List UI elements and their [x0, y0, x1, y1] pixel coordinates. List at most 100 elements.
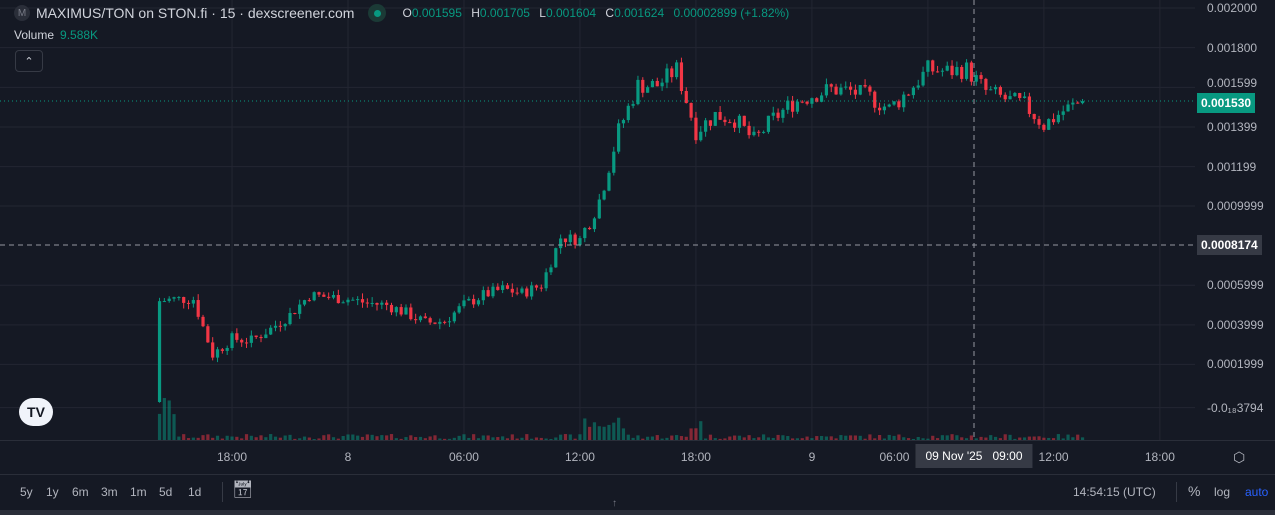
candle-body [790, 100, 795, 112]
symbol-title: MAXIMUS/TON on STON.fi · 15 · dexscreene… [36, 5, 355, 21]
price-tick-label: 0.001199 [1207, 159, 1257, 174]
time-tick-label: 18:00 [1144, 450, 1175, 464]
candle-body [554, 248, 558, 268]
range-button-1m[interactable]: 1m [130, 485, 147, 499]
high-value: 0.001705 [479, 6, 530, 20]
calendar-goto-icon[interactable]: 📅︎ [232, 480, 254, 499]
volume-bar [578, 434, 582, 440]
time-tick-label: 06:00 [448, 450, 479, 464]
candle-body [452, 312, 456, 322]
clock[interactable]: 14:54:15 (UTC) [1073, 485, 1156, 499]
candle-body [805, 101, 809, 104]
candle-body [1022, 96, 1027, 98]
range-button-1d[interactable]: 1d [188, 485, 202, 499]
volume-bar [776, 434, 780, 440]
candle-body [684, 90, 688, 104]
candle-body [728, 122, 732, 124]
volume-bar [877, 434, 882, 440]
auto-toggle[interactable]: auto [1245, 485, 1269, 499]
volume-bar [631, 437, 635, 440]
volume-bar [873, 438, 877, 440]
candle-body [394, 307, 398, 313]
candle-body [365, 302, 369, 304]
volume-bar [172, 414, 176, 440]
volume-bar [322, 435, 326, 440]
candle-body [824, 84, 829, 96]
volume-bar [607, 424, 611, 440]
volume-bar [887, 434, 891, 440]
volume-bar [563, 434, 568, 440]
volume-bar [1080, 437, 1085, 440]
range-button-6m[interactable]: 6m [72, 485, 89, 499]
candle-body [969, 62, 973, 82]
percent-toggle[interactable]: % [1188, 483, 1201, 499]
volume-bar [670, 435, 674, 440]
volume-bar [254, 437, 258, 440]
volume-bar [694, 428, 698, 440]
candle-body [844, 86, 848, 88]
candle-body [781, 109, 785, 118]
volume-bar [752, 438, 756, 440]
range-button-3m[interactable]: 3m [101, 485, 118, 499]
candle-body [462, 300, 466, 307]
volume-bar [646, 436, 650, 440]
candle-body [201, 316, 205, 327]
candle-body [989, 89, 993, 91]
candle-body [389, 304, 394, 313]
candle-body [336, 294, 340, 304]
gear-icon[interactable]: ⬡ [1233, 449, 1246, 465]
candle-body [665, 68, 669, 83]
collapse-legend-button[interactable]: ⌃ [15, 50, 43, 72]
candle-body [278, 325, 282, 327]
volume-bar [433, 435, 437, 440]
log-toggle[interactable]: log [1214, 485, 1231, 499]
panel-resize-bar[interactable] [0, 510, 1275, 515]
volume-bar [462, 434, 466, 440]
candle-body [375, 302, 379, 305]
range-button-1y[interactable]: 1y [46, 485, 59, 499]
candle-body [428, 318, 432, 323]
volume-bar [1003, 434, 1007, 440]
candle-body [525, 288, 529, 297]
volume-bar [486, 435, 490, 440]
time-axis[interactable]: ⬡ 09 Nov '25 09:00 18:00 8 06:00 12:00 18:00 9… [0, 440, 1275, 475]
price-chart[interactable] [0, 0, 1195, 440]
volume-bar [819, 435, 824, 440]
volume-bar [1042, 437, 1046, 440]
arrow-up-icon[interactable]: ↑ [612, 498, 617, 509]
candle-body [897, 101, 901, 108]
candle-body [795, 101, 800, 112]
volume-bar [655, 435, 659, 440]
volume-bar [935, 438, 940, 440]
candle-body [423, 316, 427, 319]
volume-bar [312, 438, 316, 440]
candle-body [476, 300, 481, 305]
price-tick-label: -0.0₁₈3794 [1207, 400, 1264, 415]
volume-bar [356, 435, 360, 440]
candle-body [955, 67, 959, 76]
market-status-icon [368, 4, 387, 22]
candle-body [873, 91, 877, 108]
range-button-5y[interactable]: 5y [20, 485, 33, 499]
price-axis[interactable]: 0.002000 0.001800 0.001599 0.001399 0.001199… [1195, 0, 1275, 440]
candle-body [926, 60, 930, 72]
volume-bar [351, 434, 355, 440]
volume-bar [984, 437, 988, 440]
candle-body [631, 104, 635, 106]
volume-bar [602, 426, 606, 440]
price-tick-label: 0.001399 [1207, 119, 1258, 134]
candle-body [409, 307, 413, 320]
candle-body [931, 60, 935, 72]
candle-body [694, 117, 698, 141]
volume-bar [689, 428, 693, 440]
volume-bar [515, 438, 519, 440]
volume-bar [964, 438, 969, 440]
candle-body [186, 302, 191, 304]
volume-bar [940, 435, 944, 440]
tradingview-logo[interactable]: TV [19, 398, 53, 426]
candle-body [786, 100, 790, 110]
volume-bar [1037, 436, 1041, 440]
volume-bar [452, 437, 456, 440]
range-button-5d[interactable]: 5d [159, 485, 173, 499]
volume-bar [737, 435, 742, 440]
